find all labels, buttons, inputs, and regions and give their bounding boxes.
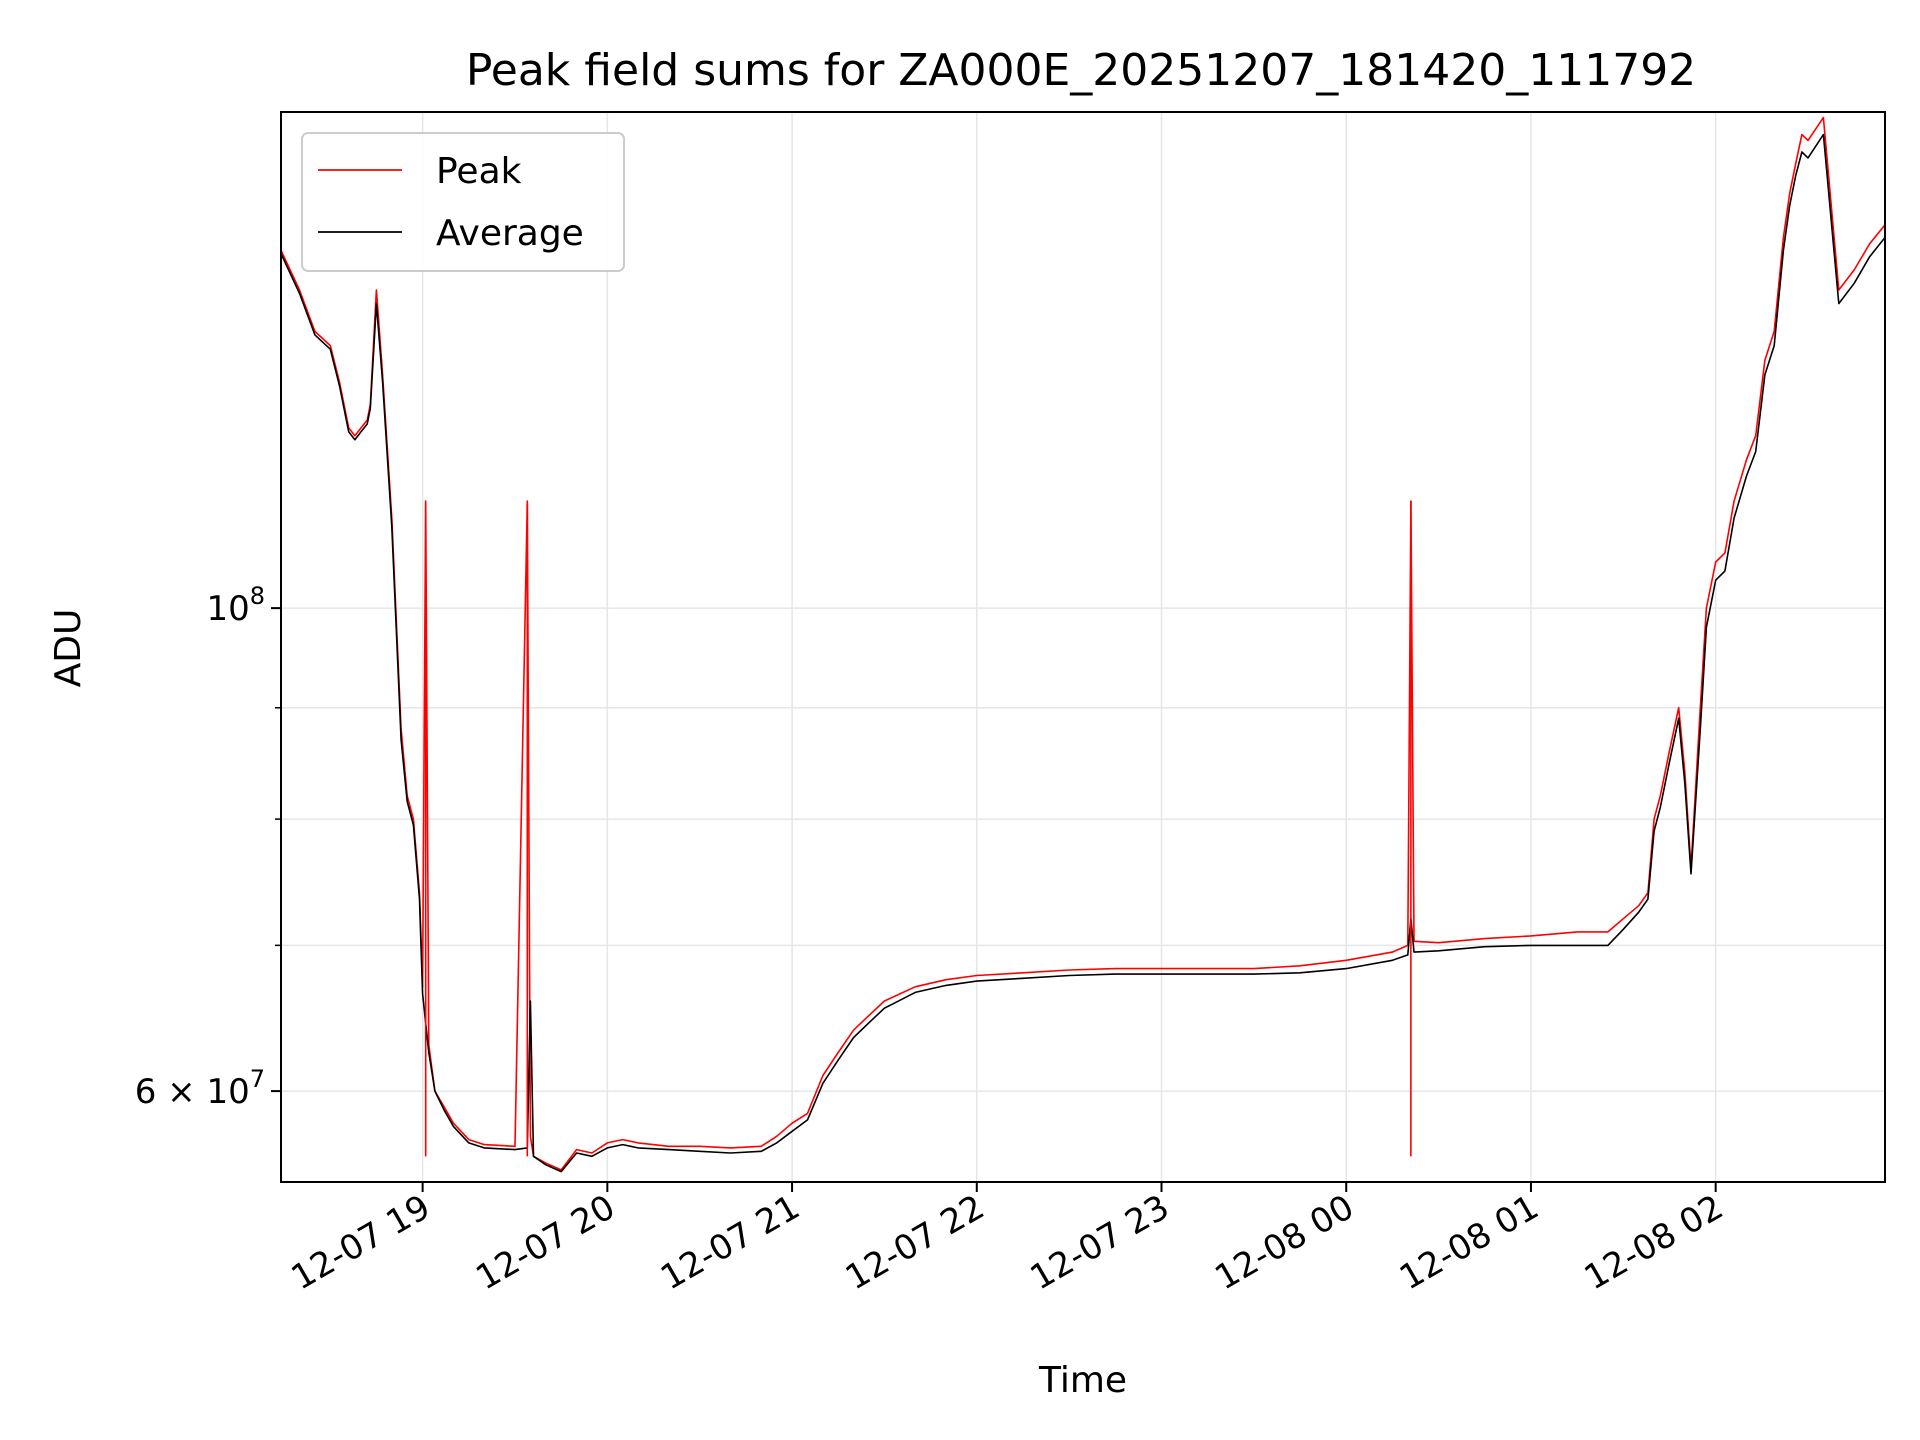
plot-area (281, 116, 1885, 1173)
y-tick-label: 108 (206, 582, 265, 629)
legend: Peak Average (301, 132, 625, 272)
y-tick-label: 6 × 107 (135, 1065, 265, 1112)
x-axis-label: Time (1038, 1360, 1127, 1401)
y-axis: 6 × 107 108 (135, 582, 281, 1112)
chart-title: Peak field sums for ZA000E_20251207_1814… (466, 45, 1696, 96)
y-axis-label: ADU (48, 609, 89, 688)
legend-label-peak: Peak (436, 151, 522, 192)
legend-box (301, 132, 625, 272)
legend-label-average: Average (436, 213, 584, 254)
grid-lines (281, 112, 1885, 1182)
series-line-average (281, 133, 1885, 1173)
plot-frame (280, 111, 1886, 1183)
